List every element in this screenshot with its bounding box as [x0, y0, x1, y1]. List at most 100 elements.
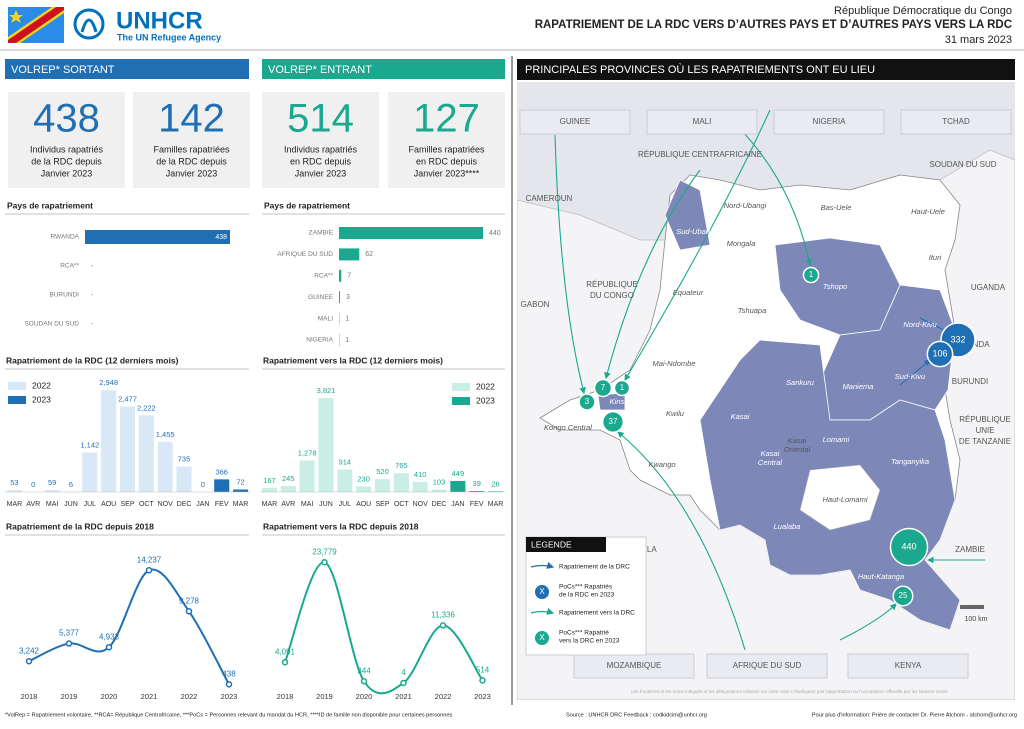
value-label: 1,455 — [156, 430, 175, 439]
province-label: Haut-Uele — [911, 207, 945, 216]
value-label: 26 — [491, 479, 499, 488]
legend-label: 2022 — [32, 380, 51, 390]
province-label: Sud-Kivu — [895, 372, 926, 381]
bar — [158, 442, 173, 492]
kpi-label: Individus rapatriés — [284, 144, 358, 154]
legend-label: 2022 — [476, 381, 495, 391]
kpi-value: 142 — [158, 97, 225, 141]
x-tick-label: DEC — [432, 501, 447, 508]
category-label: ZAMBIE — [309, 230, 334, 237]
x-tick-label: MAR — [233, 501, 249, 508]
kpi-label: Familles rapatriées — [408, 144, 485, 154]
category-label: RCA** — [314, 273, 333, 280]
map-title: PRINCIPALES PROVINCES OÙ LES RAPATRIEMEN… — [525, 63, 875, 76]
bar — [339, 227, 483, 239]
point — [147, 568, 152, 573]
value-label: 1 — [345, 337, 349, 344]
legend-swatch — [452, 397, 470, 405]
province-label: Tshopo — [823, 282, 847, 291]
chart-title: Rapatriement vers la RDC (12 derniers mo… — [263, 355, 443, 365]
province-label: Kasai — [788, 436, 807, 445]
bar — [120, 407, 135, 492]
bar — [450, 481, 465, 492]
country-label: RÉPUBLIQUE — [959, 415, 1011, 424]
unhcr-logo — [75, 10, 103, 38]
bubble-label: 3 — [585, 397, 590, 406]
value-label: 39 — [473, 479, 481, 488]
x-tick-label: 2023 — [474, 692, 491, 701]
country-label: UNIE — [975, 426, 994, 435]
legend-title: LEGENDE — [531, 539, 572, 549]
category-label: AFRIQUE DU SUD — [277, 251, 333, 258]
value-label: 53 — [10, 478, 18, 487]
bubble-label: 106 — [932, 348, 947, 358]
category-label: BURUNDI — [49, 292, 79, 299]
chart-title: Rapatriement de la RDC (12 derniers mois… — [6, 355, 179, 365]
main-title: RAPATRIEMENT DE LA RDC VERS D’AUTRES PAY… — [535, 19, 1012, 31]
province-label: Tanganyika — [891, 457, 929, 466]
x-tick-label: MAR — [7, 501, 23, 508]
province-label: Kwango — [648, 460, 675, 469]
value-label: 3 — [346, 294, 350, 301]
x-tick-label: 2021 — [395, 692, 412, 701]
value-label: - — [91, 263, 94, 270]
country-label: TCHAD — [942, 117, 970, 126]
chart-title: Rapatriement vers la RDC depuis 2018 — [263, 521, 419, 531]
x-tick-label: JUL — [339, 501, 352, 508]
category-label: SOUDAN DU SUD — [24, 321, 79, 328]
country-label: DE TANZANIE — [959, 437, 1011, 446]
value-label: 4 — [401, 668, 406, 677]
x-tick-label: OCT — [139, 501, 155, 508]
x-tick-label: FEV — [215, 501, 229, 508]
x-tick-label: JAN — [196, 501, 209, 508]
legend-label: Rapatriement vers la DRC — [559, 610, 635, 617]
province-label: Central — [758, 458, 783, 467]
value-label: 103 — [433, 477, 446, 486]
bubble-label: 440 — [901, 541, 916, 551]
value-label: 0 — [201, 480, 205, 489]
value-label: 72 — [236, 477, 244, 486]
kpi-label: en RDC depuis — [416, 156, 478, 166]
country-label: RÉPUBLIQUE CENTRAFRICAINE — [638, 150, 762, 159]
bar — [375, 479, 390, 492]
country-label: GABON — [521, 300, 550, 309]
legend-symbol: X — [539, 633, 545, 642]
kpi-label: de la RDC depuis — [156, 156, 227, 166]
point — [362, 679, 367, 684]
x-tick-label: AVR — [26, 501, 40, 508]
province-label: Ituri — [929, 253, 942, 262]
x-tick-label: OCT — [394, 501, 410, 508]
category-label: MALI — [318, 315, 333, 322]
bar — [177, 467, 192, 492]
category-label: NIGERIA — [306, 337, 333, 344]
kpi-value: 127 — [413, 97, 480, 141]
point — [27, 659, 32, 664]
value-label: 1 — [345, 315, 349, 322]
value-label: 410 — [414, 470, 427, 479]
legend-swatch — [8, 396, 26, 404]
legend-label: 2023 — [32, 394, 51, 404]
x-tick-label: JUN — [64, 501, 78, 508]
x-tick-label: NOV — [158, 501, 174, 508]
value-label: 2,948 — [99, 378, 118, 387]
province-label: Lomami — [823, 435, 850, 444]
country-label: NIGERIA — [813, 117, 847, 126]
footnote: *VolRep = Rapatriement volontaire, **RCA… — [5, 712, 452, 718]
org-name: UNHCR — [116, 7, 203, 34]
province-label: Kwilu — [666, 409, 685, 418]
value-label: 59 — [48, 478, 56, 487]
x-tick-label: JAN — [451, 501, 464, 508]
country-label: GUINEE — [560, 117, 591, 126]
category-label: RCA** — [60, 263, 79, 270]
x-tick-label: AVR — [281, 501, 295, 508]
province-label: Kinshasa — [610, 397, 641, 406]
kpi-label: Janvier 2023 — [295, 168, 347, 178]
bar — [339, 248, 359, 260]
x-tick-label: DEC — [177, 501, 192, 508]
province-label: Tshuapa — [738, 306, 767, 315]
point — [67, 641, 72, 646]
point — [401, 680, 406, 685]
bar — [214, 479, 229, 492]
